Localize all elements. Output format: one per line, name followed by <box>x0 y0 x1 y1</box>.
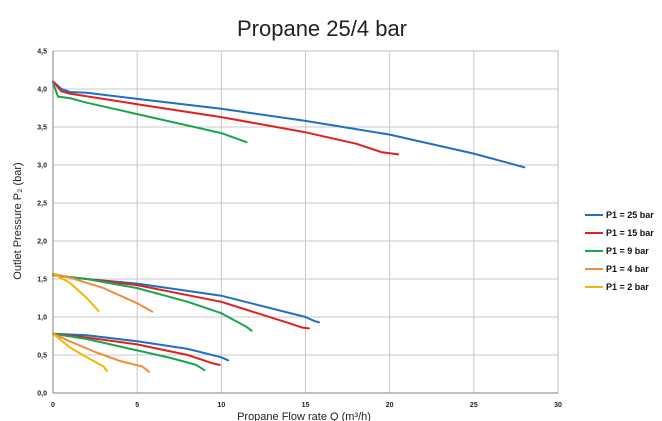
legend-entry: P1 = 2 bar <box>606 282 649 292</box>
legend: P1 = 25 bar P1 = 15 bar P1 = 9 bar P1 = 4 b… <box>585 210 654 292</box>
legend-entry: P1 = 25 bar <box>606 210 654 220</box>
series-line <box>52 332 230 362</box>
y-axis-label: Outlet Pressure P₂ (bar) <box>12 162 24 279</box>
y-tick-label: 3,5 <box>37 125 47 132</box>
x-axis-label: Propane Flow rate Q (m³/h) <box>237 411 371 421</box>
x-tick-label: 15 <box>302 402 310 409</box>
series-line <box>52 81 248 144</box>
series-layer <box>52 80 526 373</box>
series-line <box>52 272 154 313</box>
series-line <box>52 80 526 169</box>
y-tick-label: 0,5 <box>37 353 47 360</box>
x-tick-label: 0 <box>51 402 55 409</box>
series-line <box>52 332 206 372</box>
series-line <box>52 332 221 366</box>
x-tick-label: 20 <box>386 402 394 409</box>
series-line <box>52 274 253 332</box>
y-tick-label: 1,5 <box>37 277 47 284</box>
series-line <box>52 332 150 373</box>
legend-entry: P1 = 4 bar <box>606 264 649 274</box>
y-tick-label: 1,0 <box>37 315 47 322</box>
series-line <box>52 332 108 372</box>
y-tick-label: 3,0 <box>37 163 47 170</box>
y-tick-label: 0,0 <box>37 391 47 398</box>
x-tick-label: 10 <box>217 402 225 409</box>
x-tick-label: 25 <box>470 402 478 409</box>
legend-entry: P1 = 15 bar <box>606 228 654 238</box>
legend-entry: P1 = 9 bar <box>606 246 649 256</box>
y-tick-label: 2,0 <box>37 239 47 246</box>
y-tick-label: 4,5 <box>37 49 47 56</box>
y-tick-label: 4,0 <box>37 87 47 94</box>
x-tick-label: 5 <box>135 402 139 409</box>
y-tick-label: 2,5 <box>37 201 47 208</box>
series-line <box>52 80 400 156</box>
chart-title: Propane 25/4 bar <box>237 16 407 41</box>
series-line <box>52 272 100 312</box>
grid-layer <box>52 50 559 394</box>
axis-layer: 0 5 10 15 20 25 30 0,0 0,5 1,0 1,5 2,0 2,5 3,0 3,5 4,0 4… <box>37 49 562 410</box>
x-tick-label: 30 <box>554 402 562 409</box>
